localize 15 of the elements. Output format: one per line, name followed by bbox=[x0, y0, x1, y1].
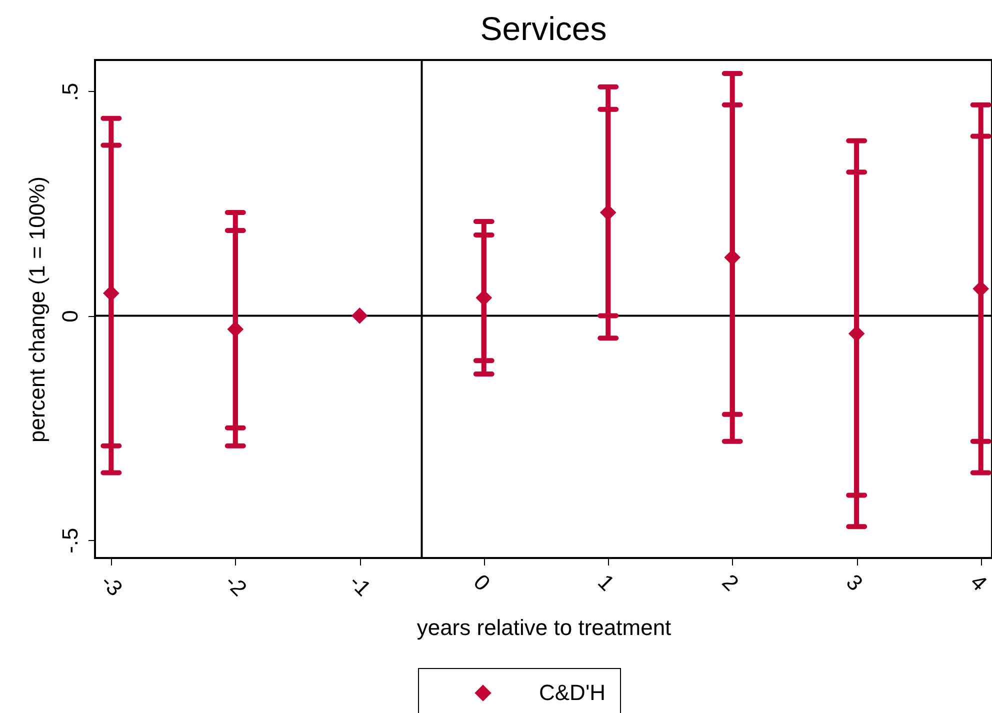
x-axis-title: years relative to treatment bbox=[416, 615, 672, 640]
x-tick-label: -2 bbox=[220, 569, 252, 601]
x-tick-label: 4 bbox=[966, 569, 992, 596]
x-tick-label: 1 bbox=[593, 569, 620, 596]
x-tick-label: 3 bbox=[842, 569, 868, 596]
y-tick-label: .5 bbox=[58, 82, 82, 102]
x-tick-label: -1 bbox=[344, 569, 376, 601]
y-tick-label: -.5 bbox=[58, 528, 82, 554]
legend-label: C&D'H bbox=[539, 680, 606, 705]
y-tick-label: 0 bbox=[58, 310, 82, 322]
chart-title: Services bbox=[480, 10, 607, 47]
x-tick-label: 2 bbox=[717, 569, 744, 596]
x-tick-label: 0 bbox=[468, 569, 496, 596]
x-tick-label: -3 bbox=[96, 569, 128, 601]
y-axis-title: percent change (1 = 100%) bbox=[24, 176, 50, 443]
